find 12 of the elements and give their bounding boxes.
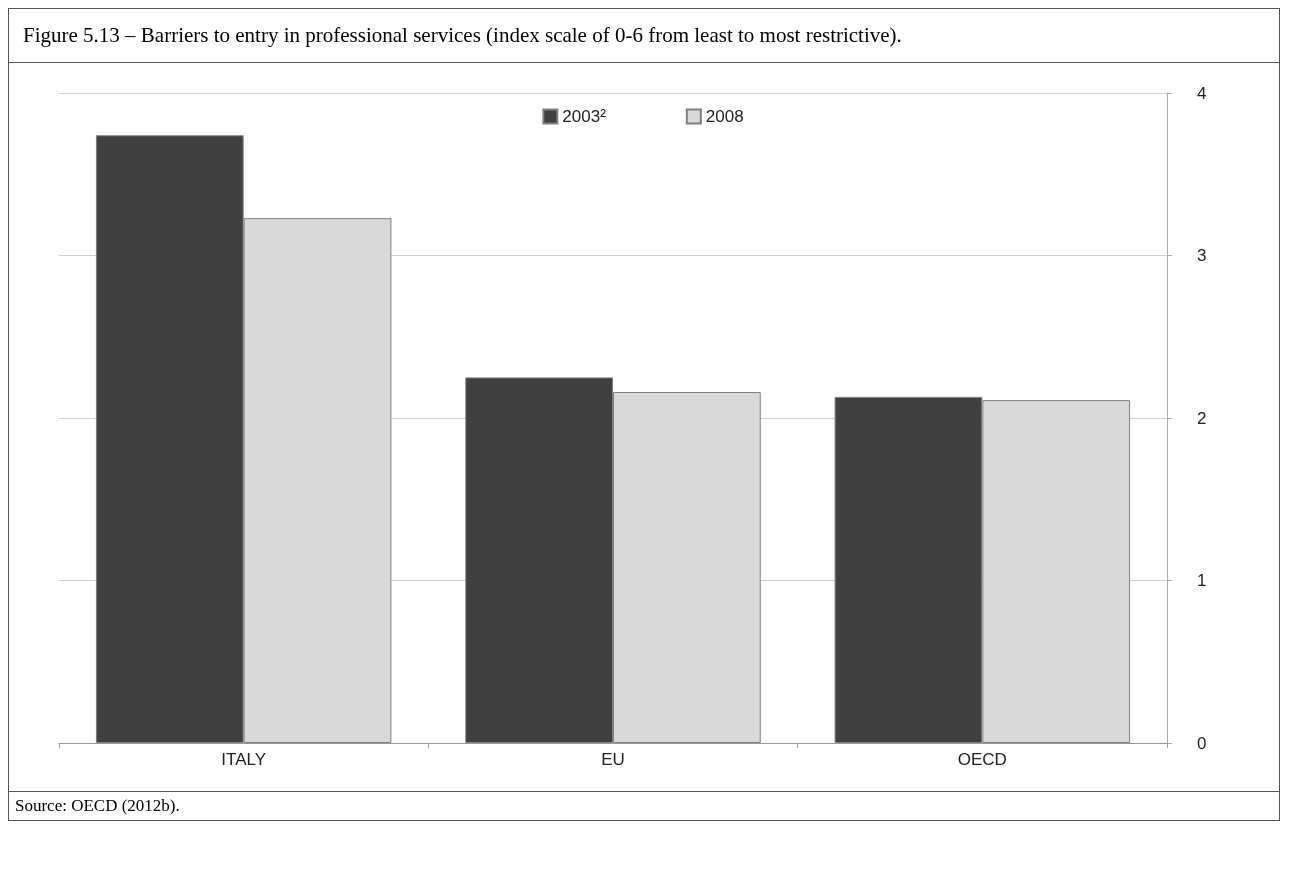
y-tick-label: 1 <box>1197 571 1207 590</box>
y-tick-label: 4 <box>1197 83 1207 103</box>
y-tick-label: 3 <box>1197 246 1207 265</box>
source-note: Source: OECD (2012b). <box>14 795 181 817</box>
y-tick-label: 0 <box>1197 733 1207 753</box>
x-tick-label: ITALY <box>221 750 267 769</box>
chart-title: Figure 5.13 – Barriers to entry in professional services (index scale of 0-6 from least to most restrictive). <box>9 9 1279 63</box>
x-tick-label: OECD <box>957 750 1007 769</box>
legend-label: 2008 <box>705 107 744 126</box>
legend-label: 2003² <box>562 107 607 126</box>
y-tick-label: 2 <box>1197 408 1207 428</box>
x-tick-label: EU <box>601 750 625 769</box>
